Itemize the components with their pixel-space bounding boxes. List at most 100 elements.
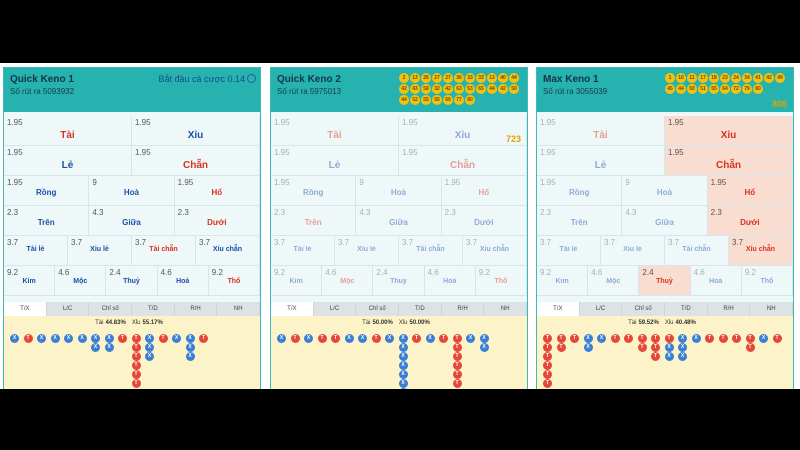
bet-option-dưới[interactable]: 2.3 Dưới bbox=[707, 206, 793, 236]
bet-option-xỉu-lẻ[interactable]: 3.7 Xỉu lẻ bbox=[335, 236, 399, 266]
tab-r-h[interactable]: R/H bbox=[708, 302, 751, 316]
bet-option-xỉu[interactable]: 1.95 Xỉu bbox=[132, 116, 260, 146]
bead-dot: T bbox=[651, 352, 660, 361]
game-title: Max Keno 1 bbox=[543, 74, 599, 85]
bet-option-xỉu[interactable]: 1.95 Xỉu bbox=[665, 116, 793, 146]
bet-label: Tài chẵn bbox=[416, 246, 445, 253]
bet-option-tài-lẻ[interactable]: 3.7 Tài lẻ bbox=[4, 236, 68, 266]
tab-l-c[interactable]: L/C bbox=[47, 302, 90, 316]
bet-option-chẵn[interactable]: 1.95 Chẵn bbox=[665, 146, 793, 176]
bet-label: Lẻ bbox=[328, 160, 341, 171]
tab-t-x[interactable]: T/X bbox=[4, 302, 47, 316]
bead-dot: X bbox=[398, 343, 408, 352]
bet-option-lẻ[interactable]: 1.95 Lẻ bbox=[4, 146, 132, 176]
bet-option-hoà[interactable]: 9 Hoà bbox=[622, 176, 708, 206]
bead-dot: X bbox=[425, 334, 435, 343]
bet-odds: 1.95 bbox=[135, 148, 151, 157]
bet-option-thổ[interactable]: 9.2 Thổ bbox=[475, 266, 527, 296]
bet-option-trên[interactable]: 2.3 Trên bbox=[271, 206, 357, 236]
bead-dot: T bbox=[452, 334, 462, 343]
bead-dot: X bbox=[691, 334, 701, 343]
tab-l-c[interactable]: L/C bbox=[314, 302, 357, 316]
bet-label: Hổ bbox=[211, 188, 223, 197]
bet-label: Tài chẵn bbox=[682, 246, 711, 253]
bet-option-chẵn[interactable]: 1.95 Chẵn bbox=[132, 146, 260, 176]
tab-ch-s-[interactable]: Chỉ số bbox=[89, 302, 133, 316]
bead-dot: X bbox=[398, 352, 408, 361]
bet-option-xỉu-chẵn[interactable]: 3.7 Xỉu chẵn bbox=[196, 236, 260, 266]
bet-option-tài-chẵn[interactable]: 3.7 Tài chẵn bbox=[665, 236, 729, 266]
bead-dot: T bbox=[772, 334, 782, 343]
stat-tai-value: 44.83% bbox=[105, 320, 126, 326]
tab-t-d[interactable]: T/D bbox=[665, 302, 708, 316]
tab-t-d[interactable]: T/D bbox=[132, 302, 175, 316]
bead-dot: T bbox=[452, 343, 462, 352]
bet-option-hoà[interactable]: 9 Hoà bbox=[89, 176, 175, 206]
bet-option-giữa[interactable]: 4.3 Giữa bbox=[622, 206, 708, 236]
bet-option-thuỷ[interactable]: 2.4 Thuỷ bbox=[373, 266, 425, 296]
bet-label: Trên bbox=[37, 218, 55, 227]
bet-option-tài[interactable]: 1.95 Tài bbox=[537, 116, 665, 146]
bet-option-kim[interactable]: 9.2 Kim bbox=[4, 266, 56, 296]
bet-option-tài[interactable]: 1.95 Tài bbox=[271, 116, 399, 146]
bet-label: Xỉu chẵn bbox=[212, 246, 243, 253]
bet-option-rồng[interactable]: 1.95 Rồng bbox=[271, 176, 357, 206]
bet-option-xỉu-lẻ[interactable]: 3.7 Xỉu lẻ bbox=[601, 236, 665, 266]
bet-option-kim[interactable]: 9.2 Kim bbox=[537, 266, 589, 296]
bet-option-xỉu-chẵn[interactable]: 3.7 Xỉu chẵn bbox=[463, 236, 527, 266]
bet-option-tài-chẵn[interactable]: 3.7 Tài chẵn bbox=[399, 236, 463, 266]
bet-option-thổ[interactable]: 9.2 Thổ bbox=[741, 266, 793, 296]
game-panel-max-keno-1[interactable]: Max Keno 1 Số rút ra 3055039 1 10 11 17 18 23 24… bbox=[536, 67, 794, 389]
bet-option-xỉu[interactable]: 1.95 Xỉu bbox=[399, 116, 527, 146]
bet-option-mộc[interactable]: 4.6 Mộc bbox=[322, 266, 374, 296]
tab-r-h[interactable]: R/H bbox=[442, 302, 485, 316]
tab-ch-s-[interactable]: Chỉ số bbox=[622, 302, 666, 316]
bet-option-rồng[interactable]: 1.95 Rồng bbox=[4, 176, 90, 206]
game-panel-quick-keno-2[interactable]: 723 Quick Keno 2 Số rút ra 5975013 2 13 26 27 2… bbox=[270, 67, 528, 389]
tab-t-x[interactable]: T/X bbox=[271, 302, 314, 316]
tab-l-c[interactable]: L/C bbox=[580, 302, 623, 316]
bet-option-mộc[interactable]: 4.6 Mộc bbox=[55, 266, 107, 296]
bet-label: Xỉu bbox=[454, 130, 471, 141]
bet-option-tài-chẵn[interactable]: 3.7 Tài chẵn bbox=[132, 236, 196, 266]
bet-option-tài[interactable]: 1.95 Tài bbox=[4, 116, 132, 146]
tab-nh[interactable]: NH bbox=[750, 302, 793, 316]
bet-option-hoả[interactable]: 4.6 Hoả bbox=[690, 266, 742, 296]
bet-option-giữa[interactable]: 4.3 Giữa bbox=[356, 206, 442, 236]
bet-option-tài-lẻ[interactable]: 3.7 Tài lẻ bbox=[271, 236, 335, 266]
bet-option-hoà[interactable]: 9 Hoà bbox=[356, 176, 442, 206]
bet-option-hổ[interactable]: 1.95 Hổ bbox=[441, 176, 527, 206]
bet-option-dưới[interactable]: 2.3 Dưới bbox=[441, 206, 527, 236]
bet-option-chẵn[interactable]: 1.95 Chẵn bbox=[399, 146, 527, 176]
bet-option-mộc[interactable]: 4.6 Mộc bbox=[588, 266, 640, 296]
bead-column: T bbox=[772, 334, 782, 343]
bet-option-xỉu-lẻ[interactable]: 3.7 Xỉu lẻ bbox=[68, 236, 132, 266]
bet-option-rồng[interactable]: 1.95 Rồng bbox=[537, 176, 623, 206]
bet-option-dưới[interactable]: 2.3 Dưới bbox=[174, 206, 260, 236]
game-panel-quick-keno-1[interactable]: Quick Keno 1 Số rút ra 5093932 Bắt đầu cá … bbox=[3, 67, 261, 389]
bet-option-thuỷ[interactable]: 2.4 Thuỷ bbox=[639, 266, 691, 296]
bet-option-hoả[interactable]: 4.6 Hoả bbox=[424, 266, 476, 296]
bet-option-thổ[interactable]: 9.2 Thổ bbox=[208, 266, 260, 296]
tab-r-h[interactable]: R/H bbox=[175, 302, 218, 316]
bet-option-hổ[interactable]: 1.95 Hổ bbox=[707, 176, 793, 206]
drawn-ball: 45 bbox=[665, 84, 675, 94]
bet-option-xỉu-chẵn[interactable]: 3.7 Xỉu chẵn bbox=[729, 236, 793, 266]
bet-option-tài-lẻ[interactable]: 3.7 Tài lẻ bbox=[537, 236, 601, 266]
bet-option-lẻ[interactable]: 1.95 Lẻ bbox=[537, 146, 665, 176]
tab-nh[interactable]: NH bbox=[484, 302, 527, 316]
tab-t-d[interactable]: T/D bbox=[399, 302, 442, 316]
bet-option-thuỷ[interactable]: 2.4 Thuỷ bbox=[106, 266, 158, 296]
bet-option-giữa[interactable]: 4.3 Giữa bbox=[89, 206, 175, 236]
bet-option-lẻ[interactable]: 1.95 Lẻ bbox=[271, 146, 399, 176]
tab-t-x[interactable]: T/X bbox=[537, 302, 580, 316]
bet-option-hổ[interactable]: 1.95 Hổ bbox=[174, 176, 260, 206]
bet-option-hoả[interactable]: 4.6 Hoả bbox=[157, 266, 209, 296]
bet-option-kim[interactable]: 9.2 Kim bbox=[271, 266, 323, 296]
bead-column: X bbox=[466, 334, 475, 343]
tab-ch-s-[interactable]: Chỉ số bbox=[356, 302, 400, 316]
tab-nh[interactable]: NH bbox=[217, 302, 260, 316]
bet-option-trên[interactable]: 2.3 Trên bbox=[537, 206, 623, 236]
bet-option-trên[interactable]: 2.3 Trên bbox=[4, 206, 90, 236]
